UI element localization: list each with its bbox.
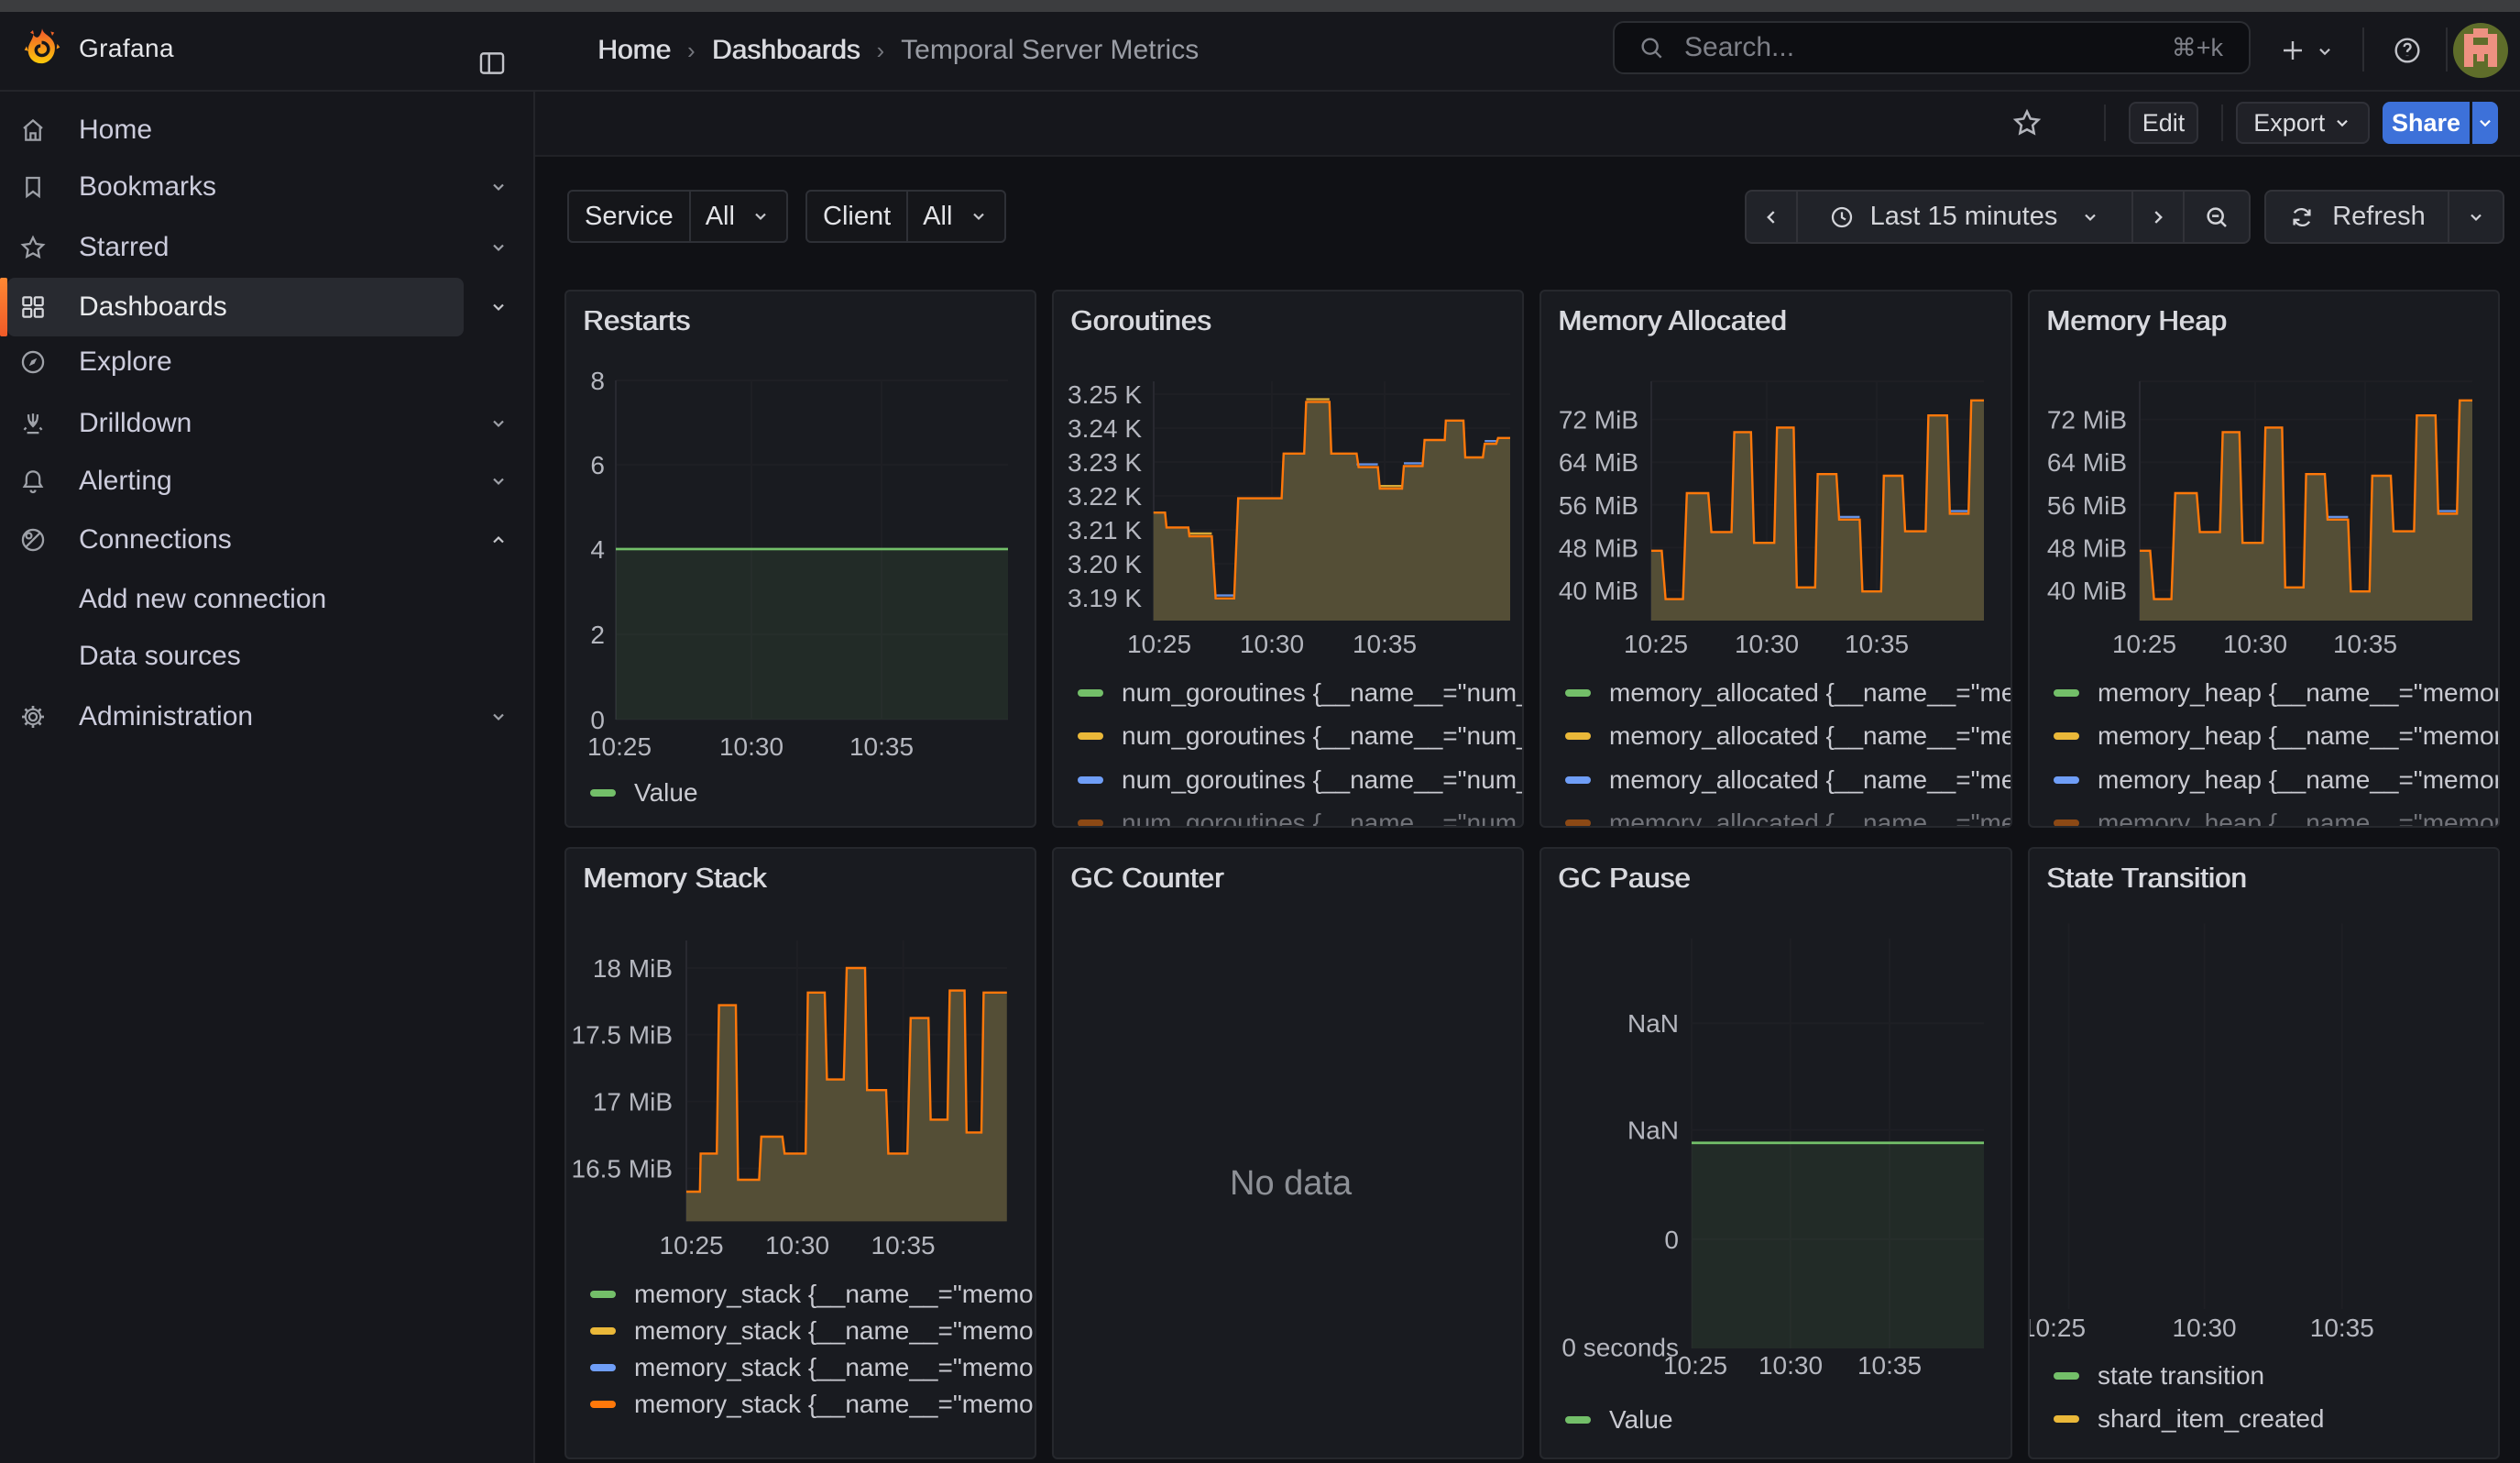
svg-text:17 MiB: 17 MiB bbox=[593, 1088, 673, 1116]
svg-text:3.20 K: 3.20 K bbox=[1068, 550, 1142, 578]
svg-text:72 MiB: 72 MiB bbox=[1559, 406, 1638, 434]
svg-text:17.5 MiB: 17.5 MiB bbox=[572, 1021, 674, 1050]
svg-text:48 MiB: 48 MiB bbox=[1559, 534, 1638, 562]
svg-text:3.19 K: 3.19 K bbox=[1068, 584, 1142, 612]
svg-text:6: 6 bbox=[590, 451, 605, 479]
svg-text:10:35: 10:35 bbox=[1353, 630, 1417, 658]
svg-text:3.21 K: 3.21 K bbox=[1068, 516, 1142, 544]
svg-text:10:35: 10:35 bbox=[1845, 630, 1909, 658]
svg-text:10:25: 10:25 bbox=[2030, 1314, 2086, 1342]
svg-text:10:25: 10:25 bbox=[1624, 630, 1688, 658]
svg-text:10:25: 10:25 bbox=[2112, 630, 2176, 658]
svg-text:56 MiB: 56 MiB bbox=[2047, 491, 2127, 520]
svg-text:3.23 K: 3.23 K bbox=[1068, 448, 1142, 477]
svg-text:18 MiB: 18 MiB bbox=[593, 954, 673, 983]
svg-text:40 MiB: 40 MiB bbox=[1559, 577, 1638, 605]
svg-text:64 MiB: 64 MiB bbox=[2047, 448, 2127, 477]
svg-text:10:35: 10:35 bbox=[849, 732, 914, 761]
svg-text:10:35: 10:35 bbox=[2333, 630, 2397, 658]
svg-text:10:35: 10:35 bbox=[2310, 1314, 2374, 1342]
svg-text:8: 8 bbox=[590, 367, 605, 395]
svg-text:4: 4 bbox=[590, 535, 605, 564]
svg-text:10:25: 10:25 bbox=[1663, 1351, 1727, 1380]
svg-text:3.22 K: 3.22 K bbox=[1068, 482, 1142, 511]
svg-text:0 seconds: 0 seconds bbox=[1561, 1334, 1679, 1362]
svg-text:72 MiB: 72 MiB bbox=[2047, 406, 2127, 434]
svg-text:10:30: 10:30 bbox=[719, 732, 783, 761]
svg-text:10:30: 10:30 bbox=[2173, 1314, 2237, 1342]
svg-text:10:30: 10:30 bbox=[1759, 1351, 1823, 1380]
svg-text:10:25: 10:25 bbox=[660, 1231, 724, 1260]
svg-text:10:30: 10:30 bbox=[1240, 630, 1304, 658]
svg-text:10:25: 10:25 bbox=[1127, 630, 1191, 658]
svg-text:64 MiB: 64 MiB bbox=[1559, 448, 1638, 477]
svg-text:0: 0 bbox=[590, 706, 605, 734]
svg-text:40 MiB: 40 MiB bbox=[2047, 577, 2127, 605]
svg-text:10:30: 10:30 bbox=[765, 1231, 829, 1260]
svg-text:3.25 K: 3.25 K bbox=[1068, 380, 1142, 409]
svg-text:3.24 K: 3.24 K bbox=[1068, 414, 1142, 443]
svg-text:10:35: 10:35 bbox=[1857, 1351, 1922, 1380]
svg-text:2: 2 bbox=[590, 621, 605, 649]
svg-text:16.5 MiB: 16.5 MiB bbox=[572, 1155, 674, 1183]
svg-text:10:30: 10:30 bbox=[2223, 630, 2287, 658]
svg-text:48 MiB: 48 MiB bbox=[2047, 534, 2127, 562]
svg-text:56 MiB: 56 MiB bbox=[1559, 491, 1638, 520]
svg-text:10:35: 10:35 bbox=[871, 1231, 936, 1260]
svg-text:10:25: 10:25 bbox=[587, 732, 652, 761]
svg-text:NaN: NaN bbox=[1627, 1009, 1679, 1038]
svg-text:NaN: NaN bbox=[1627, 1116, 1679, 1145]
svg-text:10:30: 10:30 bbox=[1735, 630, 1799, 658]
svg-text:0: 0 bbox=[1664, 1226, 1679, 1254]
